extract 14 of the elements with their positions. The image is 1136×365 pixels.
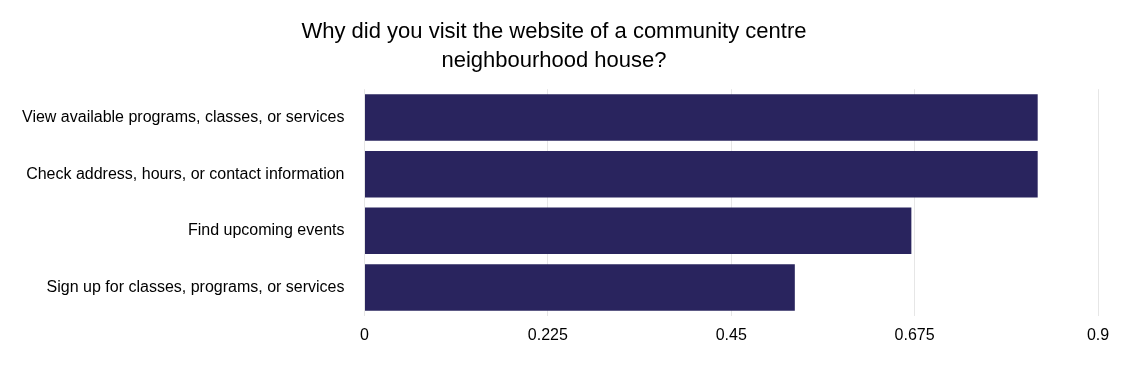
x-tick-label: 0.675: [894, 325, 935, 343]
chart-title: Why did you visit the website of a community centre neighbourhood house?: [301, 18, 807, 72]
bar: [365, 207, 912, 255]
y-tick-label: View available programs, classes, or services: [22, 107, 345, 125]
y-tick-label: Check address, hours, or contact information: [26, 164, 345, 182]
x-tick-label: 0.45: [715, 325, 747, 343]
x-tick-label: 0.9: [1086, 325, 1110, 343]
y-tick-label: Sign up for classes, programs, or services: [46, 277, 345, 295]
x-tick-label: 0.225: [527, 325, 568, 343]
bar: [365, 94, 1038, 141]
x-tick-label: 0: [360, 325, 370, 343]
bar: [365, 264, 795, 311]
bar: [365, 150, 1038, 198]
y-tick-label: Find upcoming events: [187, 221, 345, 239]
